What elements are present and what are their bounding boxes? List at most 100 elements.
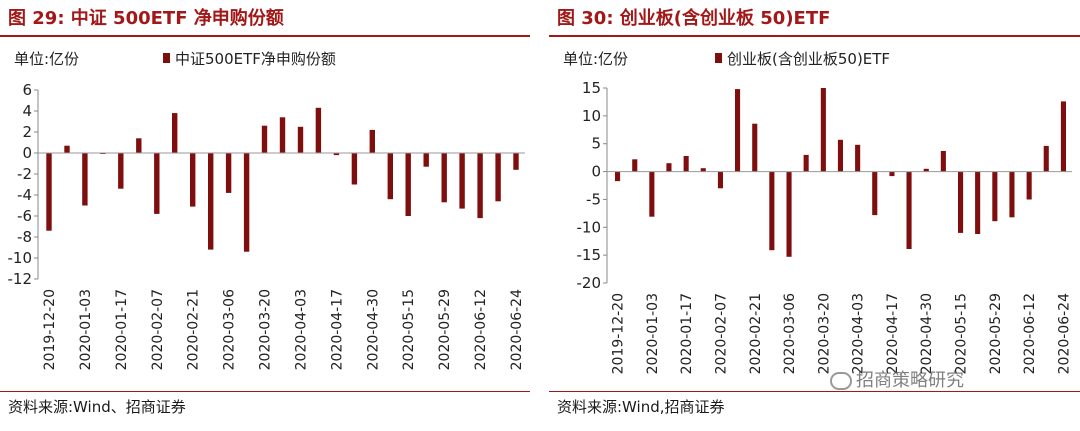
bar (64, 145, 70, 153)
bar (837, 139, 843, 172)
x-tick-label: 2020-04-03 (851, 293, 867, 374)
bar (225, 153, 232, 193)
bar (1009, 171, 1015, 218)
bar (477, 153, 483, 219)
bar (351, 153, 358, 185)
unit-label: 单位:亿份 (14, 50, 79, 68)
bar (769, 171, 775, 251)
bar (889, 171, 895, 177)
x-tick-label: 2020-02-21 (186, 289, 202, 370)
y-tick-label: -10 (577, 218, 602, 236)
legend-label: 创业板(含创业板50)ETF (727, 50, 890, 68)
x-tick-label: 2020-03-06 (222, 289, 238, 370)
x-tick-label: 2020-01-03 (78, 289, 94, 370)
bar-chart-chinext-etf: 单位:亿份 创业板(含创业板50)ETF 15 10 5 0 -5 -10 -15 -20 2019… (563, 50, 1072, 374)
bar (1060, 101, 1066, 172)
wechat-icon (830, 372, 852, 390)
bar (923, 168, 929, 172)
bar (243, 153, 250, 252)
x-tick-label: 2020-05-29 (988, 293, 1004, 374)
source-rule (0, 391, 530, 392)
y-tick-label: -5 (586, 190, 601, 208)
x-tick-label: 2020-02-21 (748, 293, 764, 374)
source-note: 资料来源:Wind、招商证券 (8, 398, 186, 416)
bar (820, 88, 826, 172)
y-tick-label: -8 (17, 228, 32, 246)
bar (46, 153, 52, 231)
bar (261, 125, 268, 153)
watermark-text: 招商策略研究 (856, 370, 964, 391)
y-tick-label: 2 (22, 123, 32, 141)
chart-title: 图 30: 创业板(含创业板 50)ETF (557, 8, 831, 29)
bar (683, 156, 689, 172)
x-tick-label: 2020-06-24 (1056, 293, 1072, 374)
title-rule (549, 35, 1080, 37)
bar (387, 153, 393, 200)
y-tick-label: -20 (577, 274, 602, 292)
y-tick-label: 10 (582, 107, 601, 125)
x-tick-label: 2020-05-15 (401, 289, 417, 370)
x-tick-label: 2020-01-17 (679, 293, 695, 374)
x-tick-label: 2020-04-17 (329, 289, 345, 370)
x-tick-label: 2020-04-30 (365, 289, 381, 370)
chart-panel-29: 图 29: 中证 500ETF 净申购份额 单位:亿份 中证500ETF净申购份额… (0, 0, 530, 431)
y-tick-label: 4 (22, 102, 32, 120)
bar (190, 153, 196, 207)
bar (632, 159, 638, 172)
y-tick-label: -6 (17, 207, 32, 225)
bar (423, 153, 429, 167)
y-tick-label: 5 (591, 135, 601, 153)
y-tick-label: 0 (591, 163, 601, 181)
bar (513, 153, 519, 170)
bar (82, 153, 88, 206)
legend-label: 中证500ETF净申购份额 (175, 50, 336, 68)
x-tick-label: 2020-03-06 (782, 293, 798, 374)
unit-label: 单位:亿份 (563, 50, 628, 68)
bar (118, 153, 124, 189)
x-tick-label: 2020-04-30 (919, 293, 935, 374)
bar (405, 153, 411, 216)
source-rule (549, 391, 1080, 392)
bar (717, 171, 723, 189)
y-tick-label: 15 (582, 79, 601, 97)
bar (735, 89, 741, 172)
bar (297, 126, 304, 154)
bar (441, 153, 447, 203)
bar (154, 153, 160, 214)
x-tick-label: 2019-12-20 (42, 289, 58, 370)
bar (958, 171, 964, 233)
bar (906, 171, 912, 249)
bar (315, 107, 322, 153)
y-tick-label: 0 (22, 144, 32, 162)
x-tick-label: 2020-05-29 (437, 289, 453, 370)
x-tick-label: 2019-12-20 (611, 293, 627, 374)
x-tick-label: 2020-02-07 (714, 293, 730, 374)
bar (872, 171, 878, 216)
bar (208, 153, 214, 250)
y-tick-label: -15 (577, 246, 602, 264)
bar (1043, 145, 1049, 172)
x-tick-label: 2020-03-20 (258, 289, 274, 370)
bar (1026, 171, 1032, 200)
y-tick-label: -2 (17, 165, 32, 183)
bar (172, 113, 178, 153)
x-tick-label: 2020-06-12 (1022, 293, 1038, 374)
bar (495, 153, 501, 202)
bar (333, 153, 340, 156)
x-tick-label: 2020-05-15 (954, 293, 970, 374)
bar (279, 117, 286, 153)
legend-swatch (163, 53, 170, 63)
x-tick-label: 2020-02-07 (150, 289, 166, 370)
x-tick-label: 2020-01-17 (114, 289, 130, 370)
x-tick-label: 2020-01-03 (645, 293, 661, 374)
y-tick-label: 6 (22, 81, 32, 99)
y-tick-label: -12 (8, 270, 33, 288)
bar (615, 171, 621, 182)
bar (992, 171, 998, 222)
y-tick-label: -4 (17, 186, 32, 204)
bar (803, 154, 809, 172)
source-note: 资料来源:Wind,招商证券 (557, 398, 725, 416)
bar (752, 123, 758, 172)
x-tick-label: 2020-06-12 (473, 289, 489, 370)
bar (136, 138, 142, 153)
